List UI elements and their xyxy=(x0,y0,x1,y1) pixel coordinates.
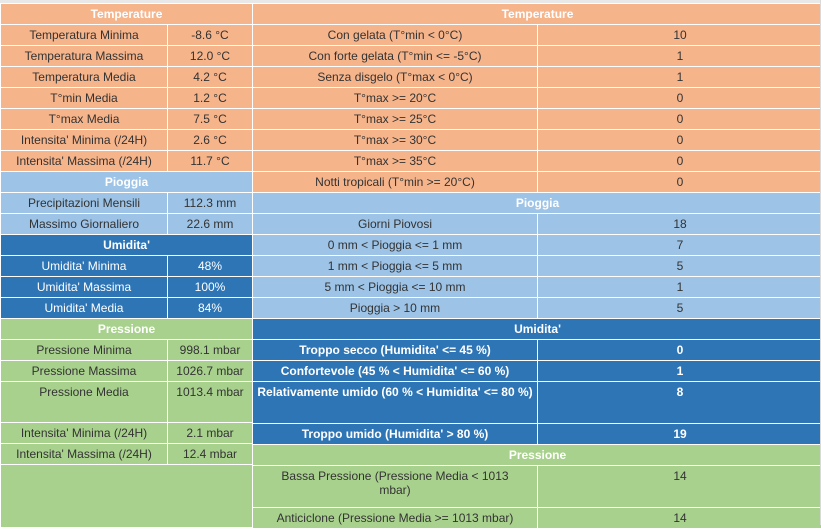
row-value: 100% xyxy=(168,277,253,298)
row-label: Massimo Giornaliero xyxy=(1,214,168,235)
row-label: T°min Media xyxy=(1,88,168,109)
row-value: 998.1 mbar xyxy=(168,340,253,361)
right-temperature-title: Temperature xyxy=(253,4,821,25)
row-label: T°max >= 35°C xyxy=(253,151,538,172)
row-value: 84% xyxy=(168,298,253,319)
row-label: Troppo secco (Humidita' <= 45 %) xyxy=(253,340,538,361)
row-value: 1 xyxy=(538,67,821,88)
row-label: Notti tropicali (T°min >= 20°C) xyxy=(253,172,538,193)
row-value: 11.7 °C xyxy=(168,151,253,172)
left-pressione-title: Pressione xyxy=(1,319,253,340)
row-label: Temperatura Media xyxy=(1,67,168,88)
right-pioggia-title: Pioggia xyxy=(253,193,821,214)
row-label: Umidita' Massima xyxy=(1,277,168,298)
left-pioggia-title: Pioggia xyxy=(1,172,253,193)
row-label: Con forte gelata (T°min <= -5°C) xyxy=(253,46,538,67)
row-value: 48% xyxy=(168,256,253,277)
left-summary-table: Temperature Temperatura Minima-8.6 °C Te… xyxy=(0,3,253,528)
row-value: 14 xyxy=(538,508,821,529)
row-label: 1 mm < Pioggia <= 5 mm xyxy=(253,256,538,277)
row-value: 1.2 °C xyxy=(168,88,253,109)
row-label: Temperatura Massima xyxy=(1,46,168,67)
row-value: 8 xyxy=(538,382,821,424)
row-value: 0 xyxy=(538,88,821,109)
row-value: 0 xyxy=(538,130,821,151)
row-value: 1026.7 mbar xyxy=(168,361,253,382)
row-value: 1013.4 mbar xyxy=(168,382,253,423)
row-label: Pressione Minima xyxy=(1,340,168,361)
row-value: 10 xyxy=(538,25,821,46)
row-value: 1 xyxy=(538,46,821,67)
row-label: Pressione Massima xyxy=(1,361,168,382)
row-value: 0 xyxy=(538,340,821,361)
row-value: 19 xyxy=(538,424,821,445)
row-label: Bassa Pressione (Pressione Media < 1013 … xyxy=(253,466,538,508)
row-value: 1 xyxy=(538,361,821,382)
row-value: 22.6 mm xyxy=(168,214,253,235)
row-label: Pioggia > 10 mm xyxy=(253,298,538,319)
row-label: Intensita' Minima (/24H) xyxy=(1,423,168,444)
row-label: Intensita' Massima (/24H) xyxy=(1,444,168,465)
row-value: 12.0 °C xyxy=(168,46,253,67)
row-value: 0 xyxy=(538,151,821,172)
row-value: 1 xyxy=(538,277,821,298)
row-value: 7.5 °C xyxy=(168,109,253,130)
row-value: 5 xyxy=(538,298,821,319)
empty-filler xyxy=(1,465,253,528)
row-label: Intensita' Minima (/24H) xyxy=(1,130,168,151)
row-label: Giorni Piovosi xyxy=(253,214,538,235)
row-value: 18 xyxy=(538,214,821,235)
right-pressione-title: Pressione xyxy=(253,445,821,466)
row-value: 2.6 °C xyxy=(168,130,253,151)
left-temperature-title: Temperature xyxy=(1,4,253,25)
row-label: Pressione Media xyxy=(1,382,168,423)
row-label: Umidita' Minima xyxy=(1,256,168,277)
row-value: 4.2 °C xyxy=(168,67,253,88)
row-value: 2.1 mbar xyxy=(168,423,253,444)
row-label: Relativamente umido (60 % < Humidita' <=… xyxy=(253,382,538,424)
row-label: Anticiclone (Pressione Media >= 1013 mba… xyxy=(253,508,538,529)
row-label: Intensita' Massima (/24H) xyxy=(1,151,168,172)
right-summary-table: Temperature Con gelata (T°min < 0°C)10 C… xyxy=(252,3,821,529)
row-label: Confortevole (45 % < Humidita' <= 60 %) xyxy=(253,361,538,382)
row-value: 0 xyxy=(538,109,821,130)
row-value: 12.4 mbar xyxy=(168,444,253,465)
left-umidita-title: Umidita' xyxy=(1,235,253,256)
row-label: Senza disgelo (T°max < 0°C) xyxy=(253,67,538,88)
row-label: 0 mm < Pioggia <= 1 mm xyxy=(253,235,538,256)
row-label: 5 mm < Pioggia <= 10 mm xyxy=(253,277,538,298)
row-label: T°max >= 20°C xyxy=(253,88,538,109)
row-value: 112.3 mm xyxy=(168,193,253,214)
row-label: T°max >= 25°C xyxy=(253,109,538,130)
right-umidita-title: Umidita' xyxy=(253,319,821,340)
row-label: Umidita' Media xyxy=(1,298,168,319)
row-value: -8.6 °C xyxy=(168,25,253,46)
row-label: Precipitazioni Mensili xyxy=(1,193,168,214)
row-label: Con gelata (T°min < 0°C) xyxy=(253,25,538,46)
row-value: 0 xyxy=(538,172,821,193)
row-value: 14 xyxy=(538,466,821,508)
row-value: 5 xyxy=(538,256,821,277)
row-value: 7 xyxy=(538,235,821,256)
row-label: T°max >= 30°C xyxy=(253,130,538,151)
row-label: Temperatura Minima xyxy=(1,25,168,46)
row-label: Troppo umido (Humidita' > 80 %) xyxy=(253,424,538,445)
row-label: T°max Media xyxy=(1,109,168,130)
